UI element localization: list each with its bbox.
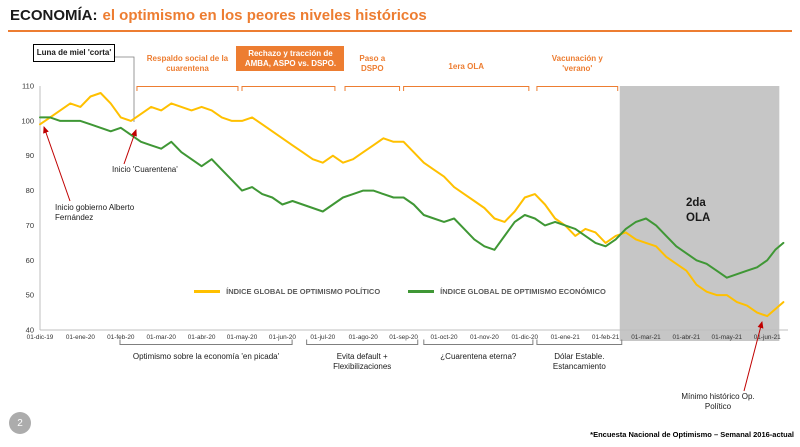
y-tick-label: 70 [26,221,34,230]
x-tick-label: 01-feb-21 [592,334,620,341]
title-subtitle: el optimismo en los peores niveles histó… [102,7,427,24]
legend-label-economico: ÍNDICE GLOBAL DE OPTIMISMO ECONÓMICO [440,287,606,296]
x-tick-label: 01-dic-20 [511,334,538,341]
x-tick-label: 01-jun-20 [269,334,296,341]
x-tick-label: 01-abr-20 [188,334,216,341]
x-tick-label: 01-sep-20 [389,334,418,341]
x-tick-label: 01-may-21 [712,334,743,341]
y-tick-label: 60 [26,256,34,265]
y-tick-label: 80 [26,186,34,195]
title-topic: ECONOMÍA: [10,7,98,24]
y-tick-label: 50 [26,291,34,300]
x-tick-label: 01-may-20 [227,334,258,341]
x-tick-label: 01-ene-21 [551,334,581,341]
top-span-bracket [536,86,619,91]
bottom-span-bracket [536,339,623,345]
luna-connector-line [111,56,135,122]
y-tick-label: 110 [22,82,34,91]
x-tick-label: 01-ago-20 [349,334,379,341]
chart-legend: ÍNDICE GLOBAL DE OPTIMISMO POLÍTICO ÍNDI… [0,287,800,296]
title-underline [8,30,792,32]
legend-swatch-politico [194,290,221,293]
top-span-bracket [136,86,239,91]
bottom-span-bracket [119,339,293,345]
top-span-bracket [403,86,530,91]
bottom-span-bracket [423,339,534,345]
annotation-arrow [743,321,764,392]
x-tick-label: 01-nov-20 [470,334,499,341]
x-tick-label: 01-oct-20 [431,334,458,341]
x-tick-label: 01-mar-20 [146,334,176,341]
bottom-span-bracket [306,339,419,345]
y-tick-label: 40 [26,326,34,335]
x-tick-label: 01-dic-19 [27,334,54,341]
legend-item-politico: ÍNDICE GLOBAL DE OPTIMISMO POLÍTICO [194,287,380,296]
legend-label-politico: ÍNDICE GLOBAL DE OPTIMISMO POLÍTICO [226,287,381,296]
legend-swatch-economico [408,290,435,293]
top-span-bracket [344,86,401,91]
x-tick-label: 01-abr-21 [673,334,701,341]
x-tick-label: 01-jul-20 [310,334,335,341]
x-tick-label: 01-mar-21 [631,334,661,341]
y-tick-label: 100 [21,116,34,125]
annotation-arrow [123,129,137,165]
legend-item-economico: ÍNDICE GLOBAL DE OPTIMISMO ECONÓMICO [408,287,606,296]
annotation-arrow [43,126,71,202]
page-title: ECONOMÍA: el optimismo en los peores nive… [10,7,427,24]
series-line-politico [39,92,785,318]
top-span-bracket [241,86,336,91]
x-tick-label: 01-ene-20 [66,334,96,341]
y-tick-label: 90 [26,151,34,160]
page-number: 2 [9,412,31,434]
x-tick-label: 01-feb-20 [107,334,135,341]
second-wave-region [619,86,780,341]
x-tick-label: 01-jun-21 [754,334,781,341]
source-note: *Encuesta Nacional de Optimismo – Semana… [590,430,794,439]
series-line-economico [39,116,785,279]
